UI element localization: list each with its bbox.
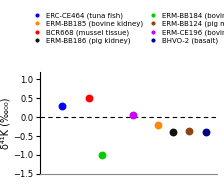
Point (156, 124, 159, 127)
Point (187, 130, 190, 133)
Point (131, 113, 135, 116)
Point (171, 131, 175, 134)
Y-axis label: δ⁴¹K (‰₀₀): δ⁴¹K (‰₀₀) (0, 97, 11, 149)
Point (100, 153, 104, 156)
Point (61, 104, 64, 107)
Point (87, 97, 91, 100)
Point (205, 130, 208, 133)
Legend: ERC-CE464 (tuna fish), ERM-BB185 (bovine kidney), BCR668 (mussel tissue), ERM-BB: ERC-CE464 (tuna fish), ERM-BB185 (bovine… (30, 12, 224, 44)
